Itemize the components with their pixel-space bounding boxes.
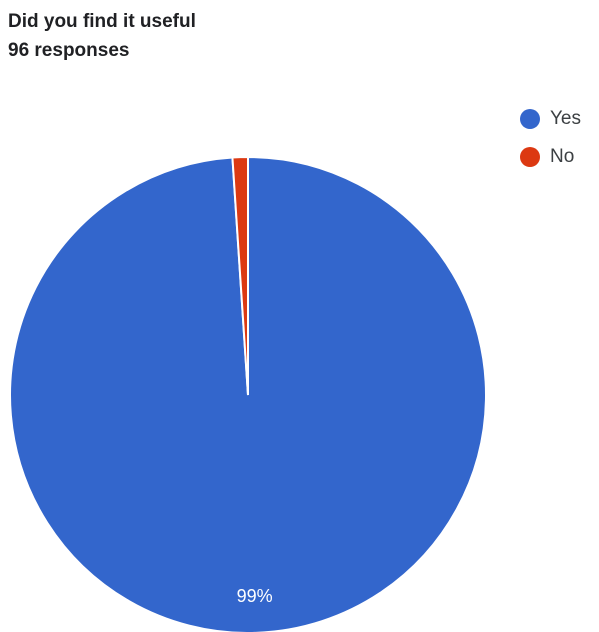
legend-label-no: No — [550, 146, 575, 167]
legend-item-no[interactable]: No — [520, 138, 581, 176]
legend-item-yes[interactable]: Yes — [520, 100, 581, 138]
slice-label-yes: 99% — [237, 586, 273, 606]
legend-swatch-no — [520, 147, 540, 167]
chart-header: Did you find it useful 96 responses — [8, 7, 196, 65]
pie-slice-no[interactable] — [231, 155, 249, 396]
legend-label-yes: Yes — [550, 108, 581, 129]
response-count: 96 responses — [8, 40, 130, 61]
chart-title: Did you find it useful — [8, 11, 196, 32]
chart-legend: Yes No — [520, 100, 581, 176]
legend-swatch-yes — [520, 109, 540, 129]
pie-slice-yes[interactable] — [9, 155, 487, 632]
